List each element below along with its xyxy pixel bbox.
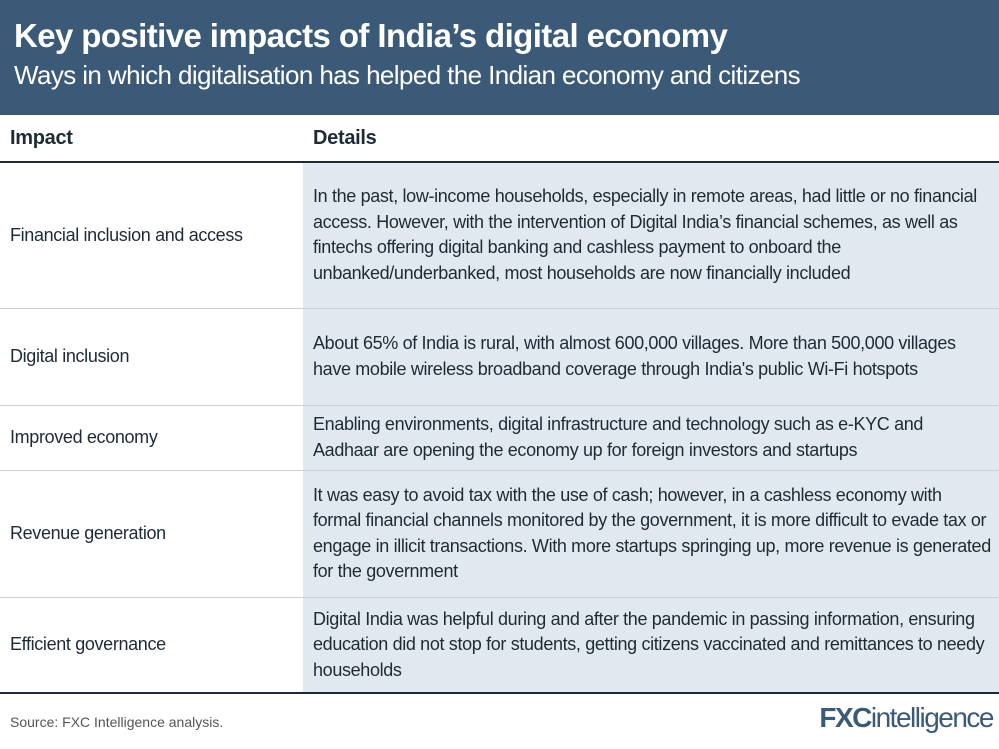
impact-cell: Improved economy	[0, 405, 303, 471]
table-row: Digital inclusion About 65% of India is r…	[0, 308, 999, 406]
fxc-logo: FXCintelligence	[819, 702, 995, 734]
impact-cell: Efficient governance	[0, 597, 303, 694]
table-row: Revenue generation It was easy to avoid t…	[0, 470, 999, 598]
table-row: Financial inclusion and access In the pas…	[0, 162, 999, 309]
title-banner: Key positive impacts of India’s digital …	[0, 0, 999, 115]
page-title: Key positive impacts of India’s digital …	[14, 17, 728, 54]
details-cell: Enabling environments, digital infrastru…	[303, 405, 999, 471]
details-cell: It was easy to avoid tax with the use of…	[303, 470, 999, 598]
column-header-impact: Impact	[0, 115, 303, 163]
details-cell: Digital India was helpful during and aft…	[303, 597, 999, 694]
column-header-details: Details	[303, 115, 999, 163]
logo-text-intelligence: intelligence	[870, 702, 995, 733]
source-note: Source: FXC Intelligence analysis.	[10, 714, 224, 730]
table-row: Improved economy Enabling environments, d…	[0, 405, 999, 471]
details-cell: In the past, low-income households, espe…	[303, 162, 999, 309]
logo-text-fxc: FXC	[819, 702, 872, 733]
details-cell: About 65% of India is rural, with almost…	[303, 308, 999, 406]
impact-cell: Financial inclusion and access	[0, 162, 303, 309]
impacts-table: Impact Details Financial inclusion and a…	[0, 115, 999, 694]
page-subtitle: Ways in which digitalisation has helped …	[14, 60, 801, 90]
table-row: Efficient governance Digital India was he…	[0, 597, 999, 694]
impact-cell: Revenue generation	[0, 470, 303, 598]
impact-cell: Digital inclusion	[0, 308, 303, 406]
